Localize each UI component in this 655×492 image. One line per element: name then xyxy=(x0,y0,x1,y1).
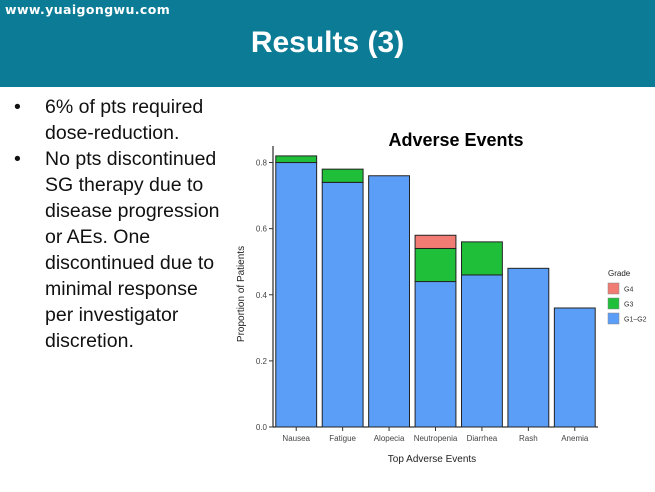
legend-label: G3 xyxy=(624,302,633,309)
bullet-item: • 6% of pts required dose-reduction. xyxy=(14,94,229,146)
bullet-icon: • xyxy=(14,148,21,170)
bar-segment xyxy=(321,168,364,183)
y-tick-label: 0.6 xyxy=(256,225,268,234)
bar-segment xyxy=(275,162,318,428)
x-tick-label: Alopecia xyxy=(374,434,405,443)
x-tick-label: Anemia xyxy=(561,434,589,443)
x-tick-label: Nausea xyxy=(282,434,310,443)
x-tick-label: Rash xyxy=(519,434,538,443)
bar-segment xyxy=(553,307,596,428)
x-tick-label: Neutropenia xyxy=(414,434,458,443)
bullet-icon: • xyxy=(14,96,21,118)
legend-title: Grade xyxy=(608,269,631,278)
x-tick-label: Diarrhea xyxy=(467,434,498,443)
slide-header: www.yuaigongwu.com Results (3) xyxy=(0,0,655,87)
legend-swatch xyxy=(607,312,620,325)
bullet-item: • No pts discontinued SG therapy due to d… xyxy=(14,146,229,354)
bullet-text: No pts discontinued SG therapy due to di… xyxy=(45,148,220,352)
x-axis-label: Top Adverse Events xyxy=(388,454,476,465)
y-tick-label: 0.0 xyxy=(256,423,268,432)
slide-title: Results (3) xyxy=(250,26,405,59)
bar-segment xyxy=(414,247,457,283)
legend-swatch xyxy=(607,297,620,310)
legend-swatch xyxy=(607,282,620,295)
bar-segment xyxy=(414,281,457,428)
bar-segment xyxy=(321,181,364,428)
y-tick-label: 0.2 xyxy=(256,357,268,366)
bar-segment xyxy=(414,234,457,249)
watermark: www.yuaigongwu.com xyxy=(5,2,171,17)
bar-segment xyxy=(461,241,503,276)
legend-label: G4 xyxy=(624,287,633,294)
bar-segment xyxy=(368,175,410,428)
bar-segment xyxy=(461,274,503,428)
bullet-list: • 6% of pts required dose-reduction. • No … xyxy=(14,94,229,354)
y-axis-label: Proportion of Patients xyxy=(236,246,247,342)
bar-segment xyxy=(275,155,318,164)
y-tick-label: 0.8 xyxy=(256,159,268,168)
y-tick-label: 0.4 xyxy=(256,291,268,300)
x-tick-label: Fatigue xyxy=(329,434,356,443)
bar-segment xyxy=(507,267,550,428)
legend-label: G1–G2 xyxy=(624,317,647,324)
legend: Grade G4 G3 G1–G2 xyxy=(607,269,647,325)
plot-area: 0.0 0.2 0.4 0.6 0.8 Nausea Fatigue Alopecia Neut… xyxy=(256,146,598,443)
adverse-events-chart: Adverse Events Proportion of Patients To… xyxy=(236,130,647,465)
chart-title: Adverse Events xyxy=(388,130,523,150)
bullet-text: 6% of pts required dose-reduction. xyxy=(45,96,204,144)
